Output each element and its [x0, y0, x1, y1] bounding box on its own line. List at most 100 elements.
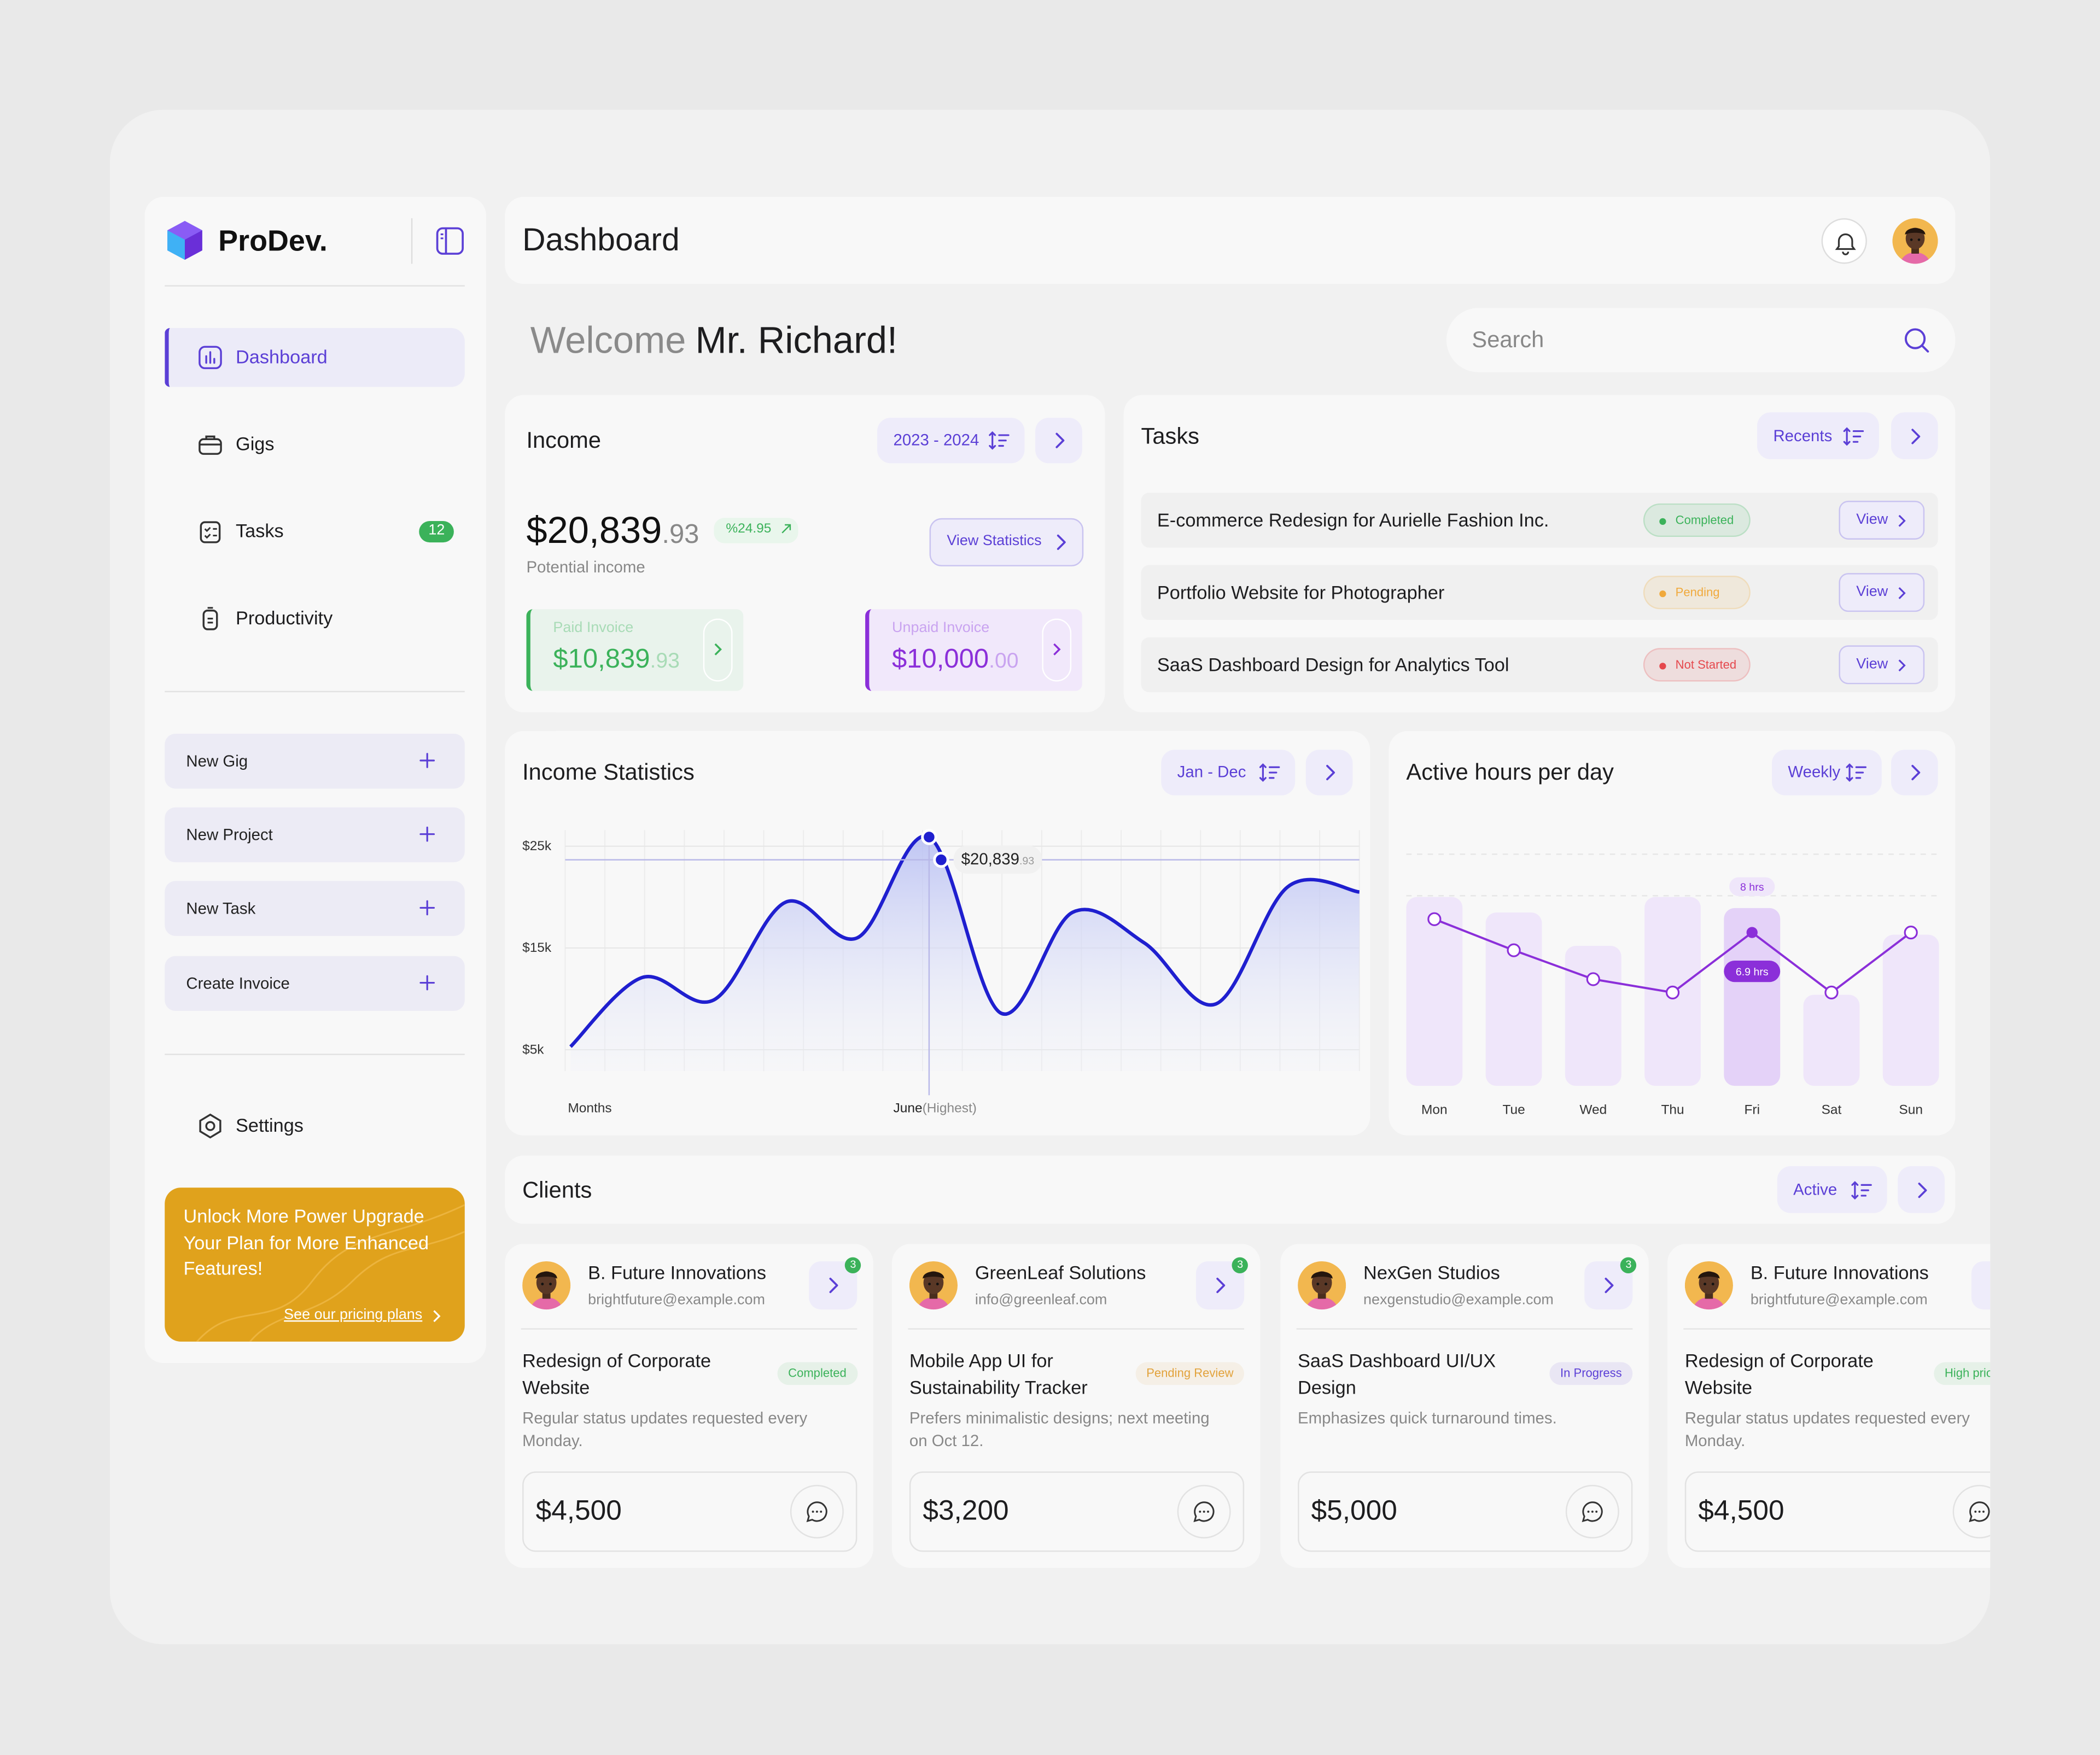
icon-shape — [1325, 1283, 1327, 1286]
arrow-button[interactable] — [703, 618, 733, 682]
income-card: Income 2023 - 2024 $20,839.93 %24.95 Potenti… — [505, 395, 1105, 712]
icon-shape — [1921, 344, 1929, 353]
arrow-button[interactable] — [1971, 1261, 1991, 1310]
message-button[interactable] — [1565, 1484, 1619, 1538]
arrow-button[interactable] — [1898, 1166, 1945, 1213]
bell-icon — [1835, 233, 1856, 255]
icon-shape — [1699, 1271, 1719, 1294]
icon-shape — [714, 643, 722, 656]
view-statistics-button[interactable]: View Statistics — [929, 518, 1084, 566]
chevron-icon — [714, 643, 722, 656]
divider — [908, 1328, 1245, 1330]
highlight-tooltip: $20,839.93 — [953, 845, 1042, 874]
icon-shape — [419, 826, 435, 842]
hours-point — [1665, 985, 1680, 999]
arrow-button[interactable] — [1042, 618, 1072, 682]
nav-label: Tasks — [236, 519, 284, 542]
icon-shape — [1216, 1277, 1226, 1294]
project-status: Pending Review — [1135, 1362, 1245, 1385]
avatar[interactable] — [1892, 218, 1938, 264]
divider — [1296, 1328, 1633, 1330]
divider — [521, 1328, 858, 1330]
search-box[interactable]: Search — [1446, 308, 1956, 372]
amount-box: $4,500 — [522, 1471, 858, 1552]
plus-icon — [419, 900, 435, 916]
x-tick-label: Sun — [1899, 1103, 1923, 1118]
x-tick-label: Wed — [1579, 1103, 1607, 1118]
chat-icon — [1969, 1501, 1990, 1523]
period-filter-label: 2023 - 2024 — [893, 430, 979, 449]
clients-filter-label: Active — [1793, 1179, 1838, 1198]
sidebar-toggle-icon[interactable] — [435, 226, 465, 256]
chevron-icon — [829, 1277, 838, 1294]
amount-box: $3,200 — [909, 1471, 1245, 1552]
arrow-button[interactable] — [1891, 412, 1938, 460]
logo-icon — [167, 221, 202, 260]
divider — [411, 218, 413, 264]
icon-shape — [1698, 1271, 1720, 1279]
client-name: GreenLeaf Solutions — [975, 1261, 1146, 1283]
arrow-button[interactable] — [1035, 418, 1082, 464]
highlight-point — [921, 829, 937, 845]
message-button[interactable] — [1952, 1484, 1991, 1538]
icon-shape — [535, 1271, 557, 1279]
icon-shape — [1605, 1277, 1614, 1294]
icon-shape — [199, 438, 222, 455]
arrow-button[interactable] — [1891, 750, 1938, 795]
period-filter[interactable]: 2023 - 2024 — [877, 418, 1025, 464]
view-button[interactable]: View — [1839, 500, 1925, 540]
chevron-icon — [1911, 764, 1920, 781]
period-filter[interactable]: Jan - Dec — [1161, 750, 1296, 795]
view-button[interactable]: View — [1839, 645, 1925, 685]
promo-chevron — [433, 1310, 441, 1323]
message-button[interactable] — [790, 1484, 844, 1538]
chevron-icon — [1055, 432, 1064, 448]
period-filter-label: Jan - Dec — [1177, 762, 1246, 781]
icon-shape — [936, 1283, 939, 1286]
clients-header: Clients Active — [505, 1155, 1956, 1224]
icon-shape — [1917, 238, 1921, 241]
hours-point — [1904, 926, 1918, 940]
page-title: Dashboard — [522, 222, 680, 259]
icon-shape — [1846, 763, 1867, 782]
quick-action[interactable]: New Gig — [165, 734, 465, 789]
note: (Highest) — [922, 1101, 977, 1116]
quick-action-label: New Gig — [186, 751, 248, 770]
divider — [165, 285, 465, 287]
view-button[interactable]: View — [1839, 573, 1925, 612]
task-name: Portfolio Website for Photographer — [1157, 581, 1445, 602]
tasks-filter[interactable]: Recents — [1757, 412, 1879, 460]
welcome-text: Welcome Mr. Richard! — [530, 317, 897, 364]
bar — [1485, 912, 1542, 1086]
message-button[interactable] — [1177, 1484, 1231, 1538]
chevron-icon — [1898, 514, 1906, 527]
welcome-space: Mr. Richard! — [695, 319, 898, 361]
income-chart: $25k $15k $5k — [522, 829, 1360, 1096]
clients-filter[interactable]: Active — [1777, 1166, 1887, 1213]
status-label: Not Started — [1675, 658, 1737, 671]
notification-button[interactable] — [1821, 218, 1867, 264]
nav-label: Productivity — [236, 607, 333, 629]
quick-action[interactable]: New Project — [165, 807, 465, 863]
nav-item[interactable] — [165, 328, 465, 387]
y-tick-label: $25k — [522, 839, 552, 853]
period-filter[interactable]: Weekly — [1772, 750, 1882, 795]
sort-icon — [989, 431, 1010, 450]
arrow-button[interactable] — [1305, 750, 1353, 795]
client-email: brightfuture@example.com — [1750, 1292, 1928, 1308]
task-name: SaaS Dashboard Design for Analytics Tool — [1157, 653, 1509, 675]
y-tick-label: $5k — [522, 1042, 544, 1057]
hours-point — [1746, 927, 1758, 938]
icon-shape — [1898, 514, 1906, 527]
icon-shape — [829, 1277, 838, 1294]
icon-shape — [1969, 1501, 1990, 1523]
plus-icon — [419, 826, 435, 842]
client-card: B. Future Innovations brightfuture@exampl… — [505, 1244, 873, 1568]
status-dot — [1659, 663, 1666, 670]
chevron-icon — [1605, 1277, 1614, 1294]
icon-shape — [1905, 228, 1926, 235]
quick-action[interactable]: Create Invoice — [165, 956, 465, 1011]
project-status: In Progress — [1549, 1362, 1633, 1385]
quick-action[interactable]: New Task — [165, 881, 465, 936]
